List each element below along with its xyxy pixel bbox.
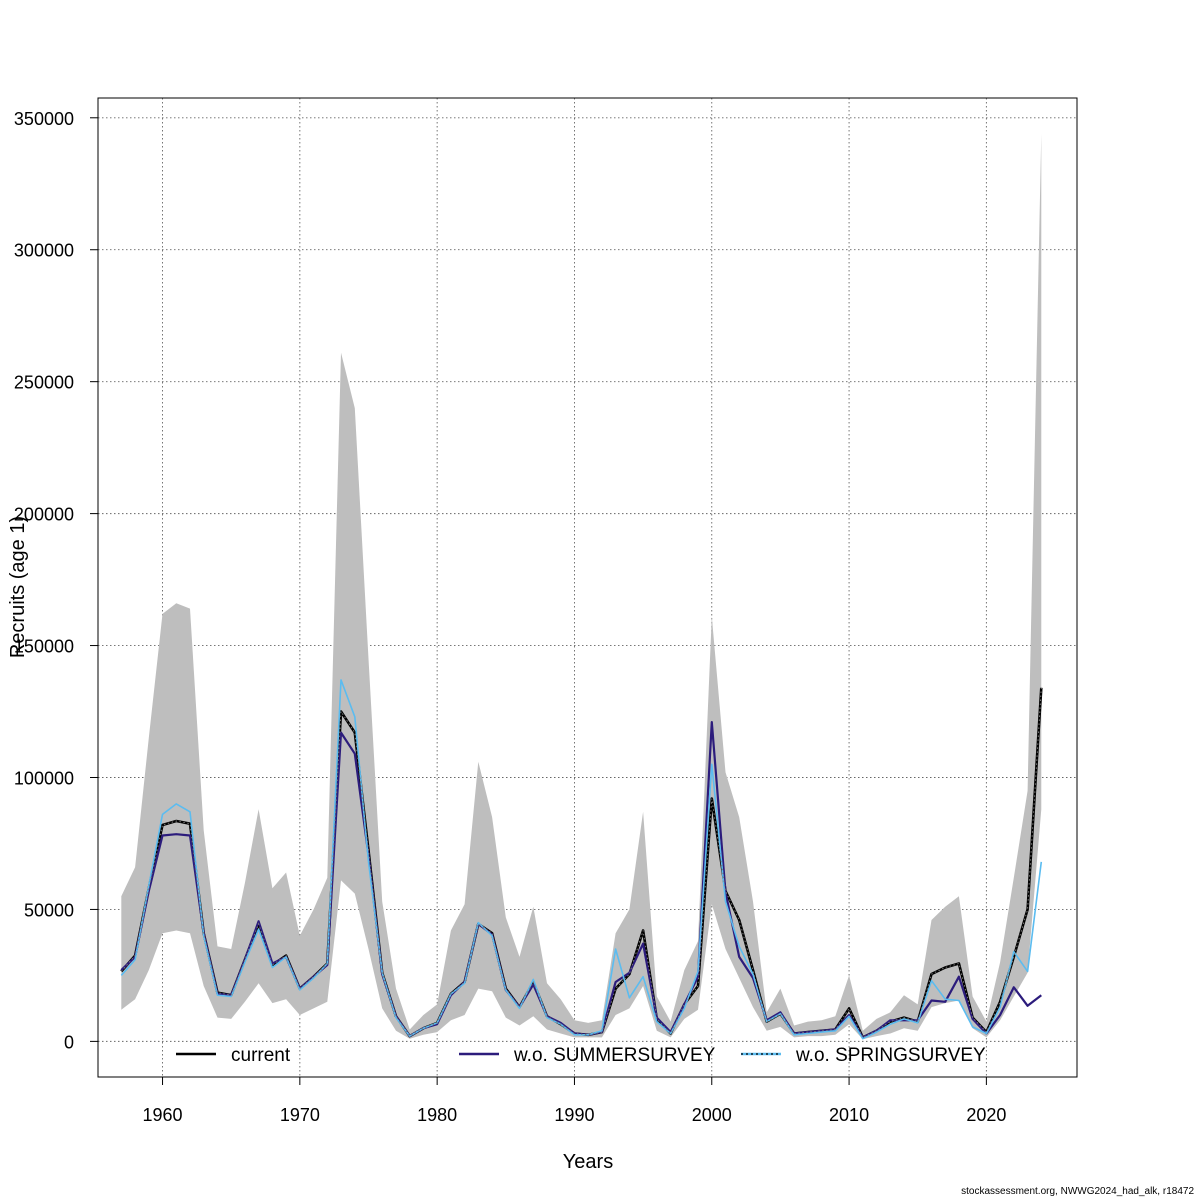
series-line-wo-springsurvey xyxy=(120,679,1043,1040)
footer-credit: stockassessment.org, NWWG2024_had_alk, r… xyxy=(961,1186,1194,1197)
series-lines xyxy=(120,679,1043,1040)
legend: current w.o. SUMMERSURVEY w.o. SPRINGSUR… xyxy=(176,1045,986,1066)
y-tick-label: 350000 xyxy=(14,109,74,129)
x-tick-label: 2020 xyxy=(966,1105,1006,1125)
confidence-band xyxy=(121,133,1042,1040)
y-tick-label: 50000 xyxy=(24,900,74,920)
legend-label-wo-summersurvey: w.o. SUMMERSURVEY xyxy=(513,1045,716,1066)
series-line-current-dots xyxy=(120,687,1042,1039)
grid-lines xyxy=(98,98,1077,1077)
y-tick-label: 250000 xyxy=(14,373,74,393)
y-tick-label: 150000 xyxy=(14,637,74,657)
x-tick-label: 1990 xyxy=(554,1105,594,1125)
y-axis-title: Recruits (age 1) xyxy=(7,516,29,658)
y-tick-label: 300000 xyxy=(14,241,74,261)
y-tick-label: 200000 xyxy=(14,505,74,525)
x-tick-label: 2000 xyxy=(692,1105,732,1125)
y-tick-label: 0 xyxy=(64,1032,74,1052)
x-axis: 1960 1970 1980 1990 2000 2010 2020 xyxy=(143,1076,1006,1125)
legend-label-current: current xyxy=(231,1045,291,1066)
x-tick-label: 1960 xyxy=(143,1105,183,1125)
y-tick-label: 100000 xyxy=(14,768,74,788)
x-tick-label: 2010 xyxy=(829,1105,869,1125)
x-tick-label: 1970 xyxy=(280,1105,320,1125)
legend-label-wo-springsurvey: w.o. SPRINGSURVEY xyxy=(795,1045,986,1066)
confidence-band-area xyxy=(121,133,1042,1040)
y-axis: 0 50000 100000 150000 200000 250000 300000 3500… xyxy=(14,109,99,1052)
x-tick-label: 1980 xyxy=(417,1105,457,1125)
x-axis-title: Years xyxy=(563,1151,613,1173)
